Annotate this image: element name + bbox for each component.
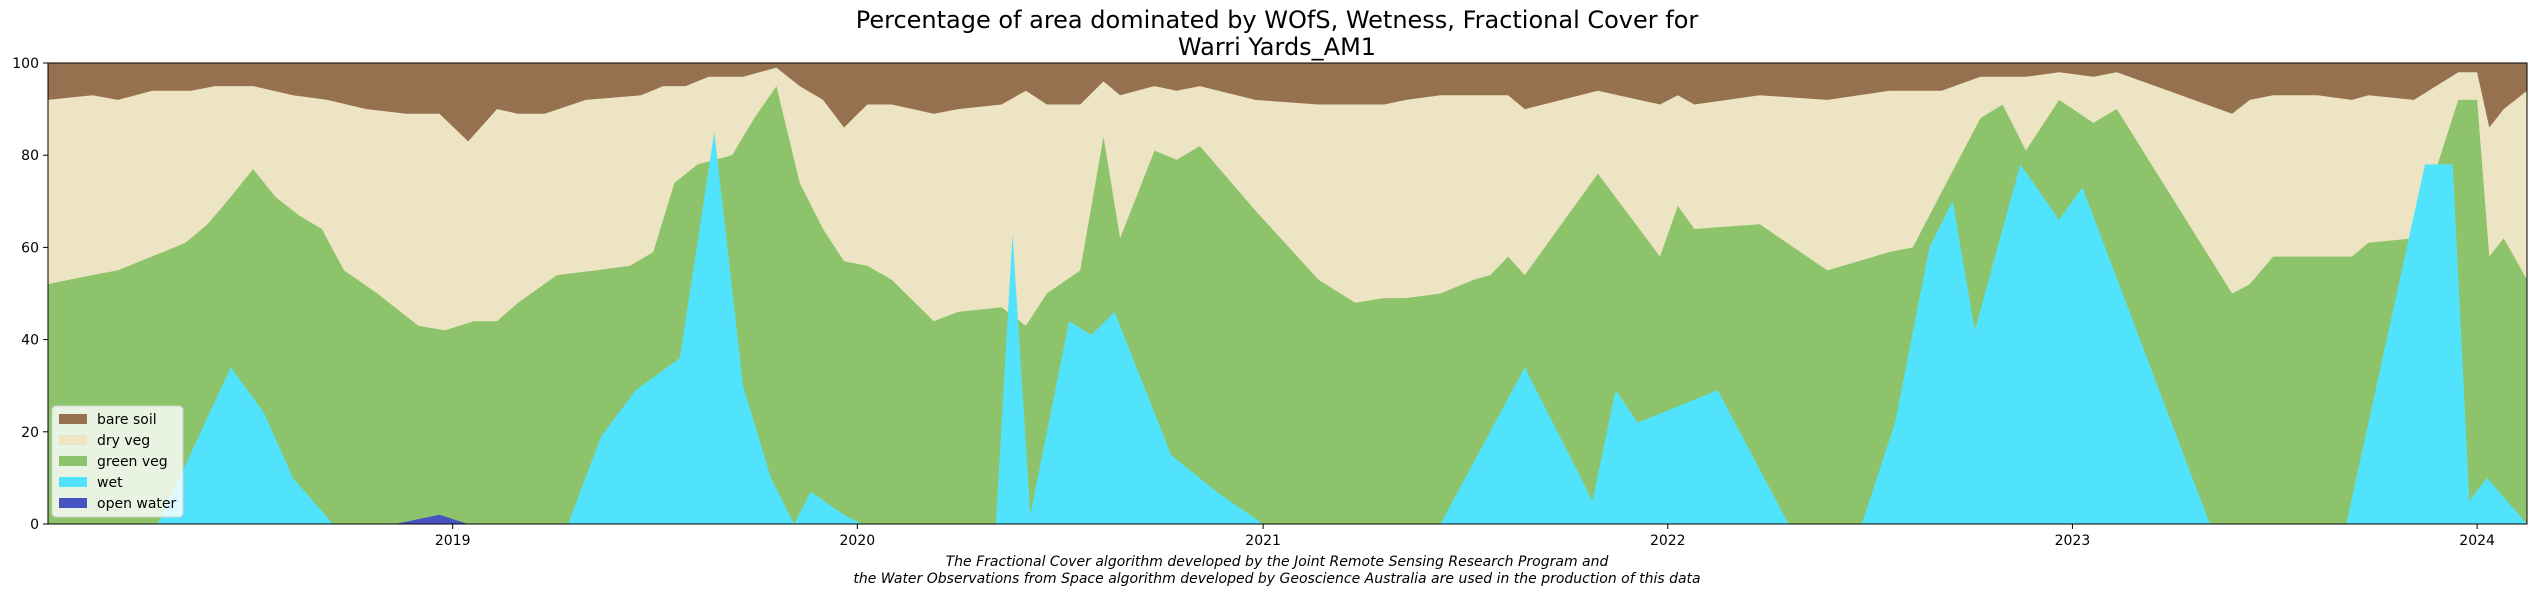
plot-area <box>48 63 2527 524</box>
legend-label-wet: wet <box>97 475 123 491</box>
x-tick-label: 2020 <box>840 533 876 549</box>
y-tick-label: 100 <box>12 56 39 72</box>
legend-label-open-water: open water <box>97 496 177 512</box>
y-tick-label: 80 <box>21 148 39 164</box>
y-tick-label: 40 <box>21 333 39 349</box>
y-tick-label: 0 <box>30 517 39 533</box>
legend-swatch-dry-veg <box>59 435 87 445</box>
x-tick-label: 2024 <box>2459 533 2495 549</box>
legend-swatch-open-water <box>59 498 87 508</box>
x-tick-label: 2022 <box>1650 533 1686 549</box>
y-tick-label: 60 <box>21 240 39 256</box>
legend: bare soil dry veg green veg wet open wat… <box>51 405 184 518</box>
legend-swatch-green-veg <box>59 456 87 466</box>
plot-frame <box>47 62 2528 525</box>
legend-label-bare-soil: bare soil <box>97 412 157 428</box>
x-tick-label: 2023 <box>2055 533 2091 549</box>
y-tick-label: 20 <box>21 425 39 441</box>
legend-swatch-bare-soil <box>59 414 87 424</box>
chart-title-line-1: Percentage of area dominated by WOfS, We… <box>856 6 1699 34</box>
area-open-water <box>395 514 469 524</box>
area-wet <box>48 132 2527 524</box>
legend-swatch-wet <box>59 477 87 487</box>
caption-line-1: The Fractional Cover algorithm developed… <box>946 554 1609 570</box>
legend-label-green-veg: green veg <box>97 454 168 470</box>
chart-title-line-2: Warri Yards_AM1 <box>1178 33 1376 61</box>
legend-label-dry-veg: dry veg <box>97 433 150 449</box>
legend-frame <box>51 405 184 518</box>
x-tick-label: 2019 <box>435 533 471 549</box>
axes: 0 20 40 60 80 100 2019 2020 2021 2022 2023 2024 <box>12 56 2528 549</box>
caption-line-2: the Water Observations from Space algori… <box>853 571 1700 587</box>
x-tick-label: 2021 <box>1245 533 1281 549</box>
